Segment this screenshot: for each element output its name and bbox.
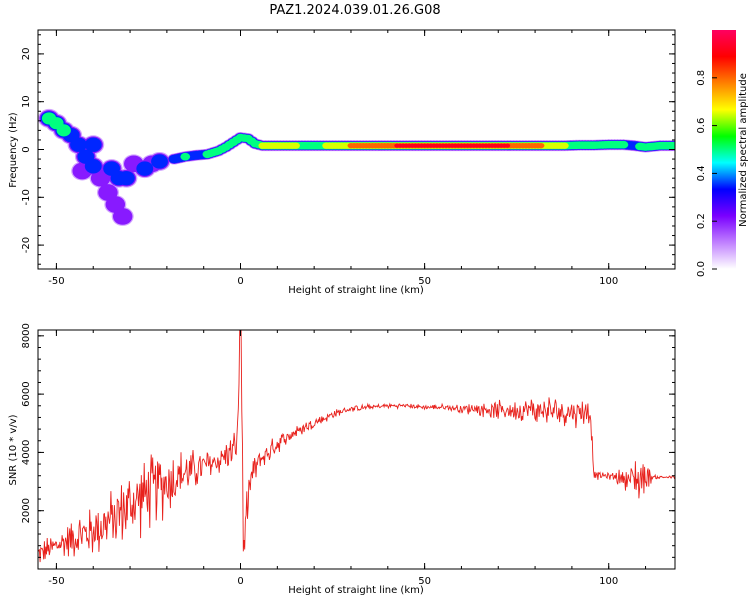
colorbar-tick-label: 0.0 (696, 261, 707, 277)
spectrogram-ytick-label: -10 (21, 189, 32, 205)
spectrogram-xtick-label: 50 (418, 276, 431, 287)
snr-xtick-label: -50 (48, 576, 64, 587)
spectrogram-panel: -50 0 50 100 -20 -10 0 10 20 Height of straight … (8, 29, 676, 296)
spectrogram-cell (560, 142, 569, 149)
snr-frame (37, 329, 676, 570)
spectrogram-xtick-label: 100 (599, 276, 618, 287)
spectrogram-cell (504, 143, 511, 148)
colorbar: 0.0 0.2 0.4 0.6 0.8 Normalized spectral ampl… (696, 30, 749, 277)
spectrogram-ticks: -50 0 50 100 -20 -10 0 10 20 (21, 30, 675, 287)
spectrogram-ytick-label: 0 (21, 146, 32, 152)
colorbar-gradient (712, 30, 736, 269)
snr-panel: -50 0 50 100 2000 4000 6000 8000 Height of stra… (8, 323, 676, 596)
snr-xlabel: Height of straight line (km) (288, 585, 424, 596)
spectrogram-xlabel: Height of straight line (km) (288, 285, 424, 296)
spectrogram-cell (151, 154, 168, 169)
spectrogram-cell (112, 208, 133, 225)
snr-ytick-label: 6000 (21, 381, 32, 406)
spectrogram-cell (180, 152, 191, 161)
spectrogram-ytick-label: 20 (21, 48, 32, 61)
colorbar-tick-label: 0.6 (696, 118, 707, 134)
spectrogram-xtick-label: -50 (48, 276, 64, 287)
spectrogram-cell (618, 140, 629, 149)
colorbar-tick-label: 0.2 (696, 213, 707, 229)
snr-ticks: -50 0 50 100 2000 4000 6000 8000 (21, 323, 675, 587)
snr-series-line (38, 330, 675, 563)
snr-ytick-label: 4000 (21, 440, 32, 465)
spectrogram-ytick-label: -20 (21, 237, 32, 253)
spectrogram-xtick-label: 0 (237, 276, 243, 287)
spectrogram-cell (670, 141, 675, 150)
snr-ytick-label: 2000 (21, 498, 32, 523)
snr-ytick-label: 8000 (21, 323, 32, 348)
spectrogram-cell (291, 142, 300, 149)
colorbar-tick-label: 0.4 (696, 165, 707, 181)
spectrogram-cell (70, 137, 87, 152)
snr-ylabel: SNR (10 * v/v) (8, 414, 19, 485)
spectrogram-marks (38, 108, 675, 226)
spectrogram-cell (84, 159, 102, 174)
spectrogram-cell (136, 161, 154, 176)
spectrogram-ylabel: Frequency (Hz) (8, 112, 19, 188)
spectrogram-cell (84, 137, 102, 152)
figure-title: PAZ1.2024.039.01.26.G08 (269, 3, 440, 18)
colorbar-tick-label: 0.8 (696, 70, 707, 86)
spectrogram-ytick-label: 10 (21, 95, 32, 108)
colorbar-label: Normalized spectral amplitude (738, 73, 749, 227)
spectrogram-cell (56, 124, 71, 137)
colorbar-ticks: 0.0 0.2 0.4 0.6 0.8 (696, 70, 717, 277)
snr-xtick-label: 100 (599, 576, 618, 587)
spectrogram-cell (117, 170, 135, 186)
snr-xtick-label: 50 (418, 576, 431, 587)
spectrogram-cell (537, 143, 545, 149)
snr-xtick-label: 0 (237, 576, 243, 587)
